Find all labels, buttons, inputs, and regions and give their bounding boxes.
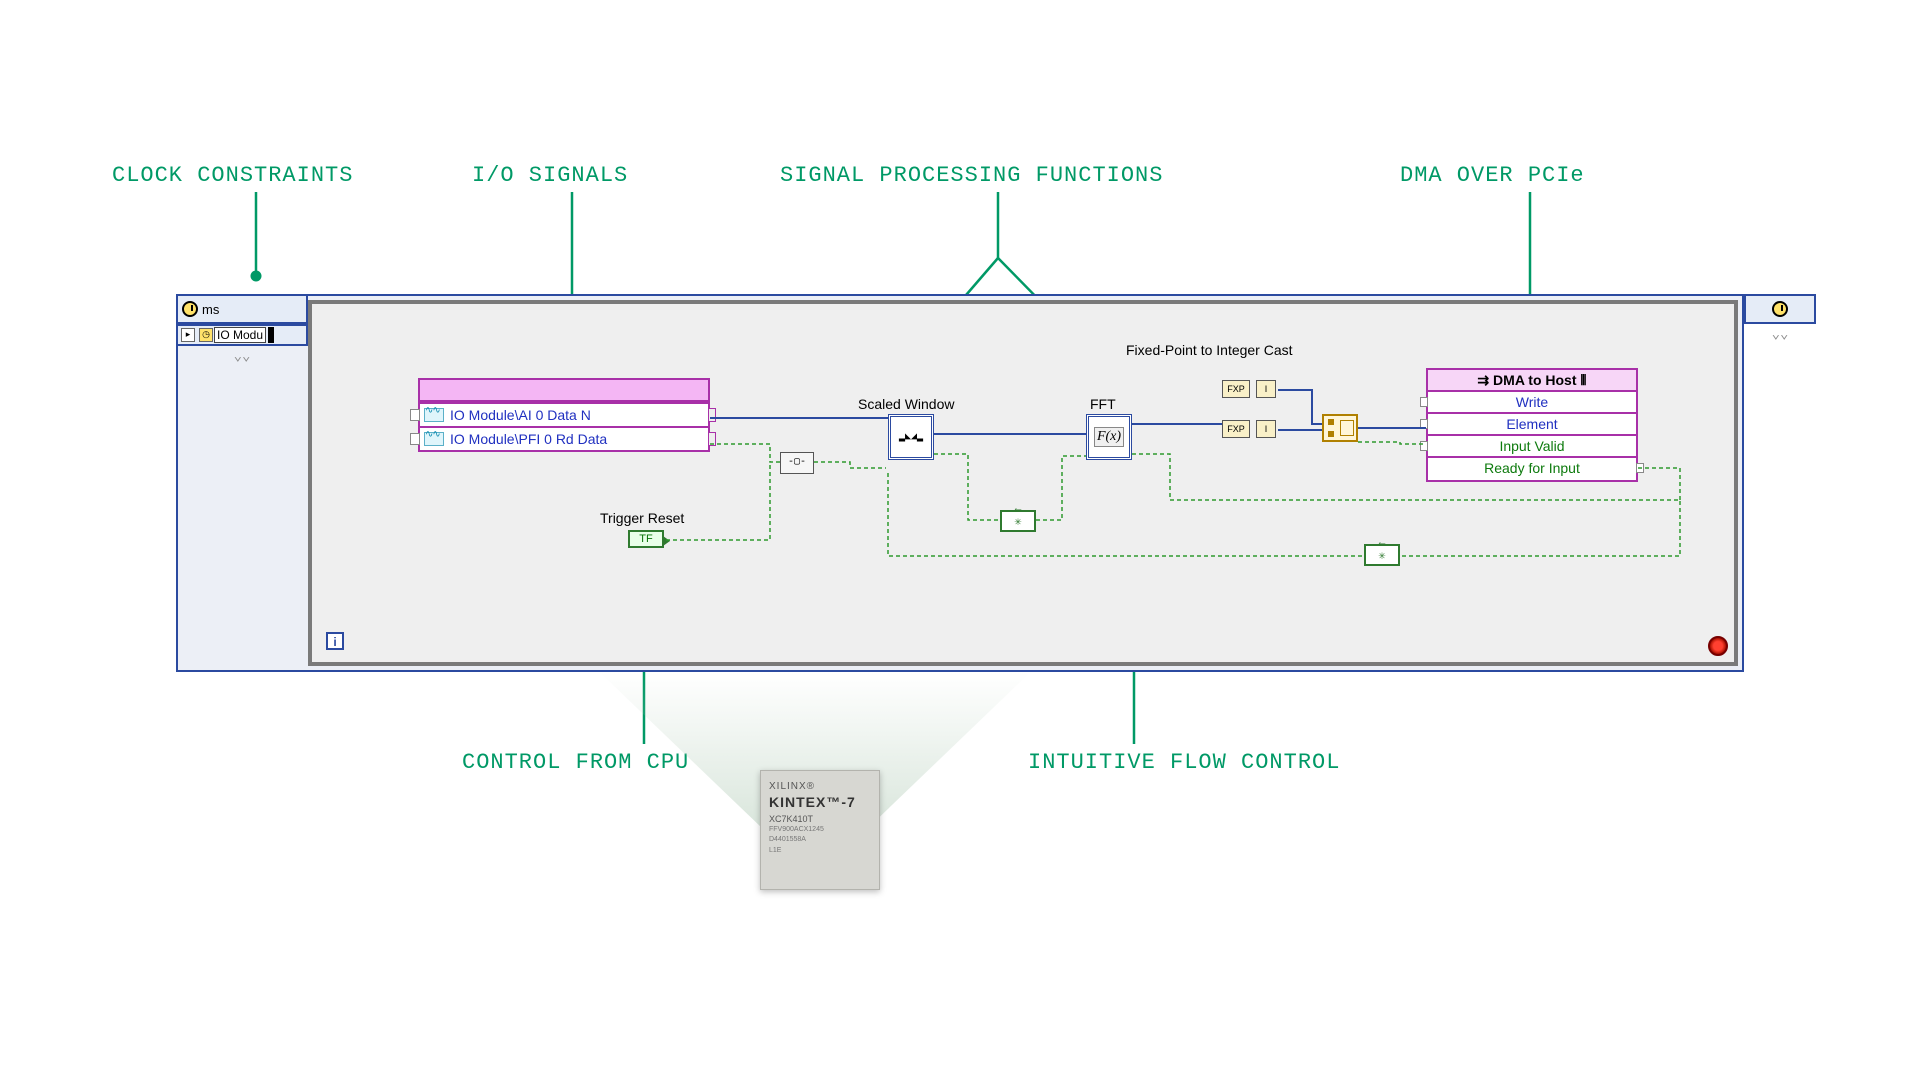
fft-label: FFT xyxy=(1090,396,1116,412)
label-intuitive-flow-control: INTUITIVE FLOW CONTROL xyxy=(1028,750,1340,775)
clock-config-right xyxy=(1744,294,1816,324)
io-row: IO Module\PFI 0 Rd Data xyxy=(420,426,708,450)
chip-code: D4401558A xyxy=(769,836,871,844)
dma-to-host-node: ⇉ DMA to Host ⦀ Write Element Input Vali… xyxy=(1426,368,1638,482)
clock-icon xyxy=(1772,301,1788,317)
io-module-node: IO Module\AI 0 Data N IO Module\PFI 0 Rd… xyxy=(418,378,710,452)
label-signal-processing: SIGNAL PROCESSING FUNCTIONS xyxy=(780,163,1163,188)
dma-row: Element xyxy=(1428,414,1636,436)
dma-header: ⇉ DMA to Host ⦀ xyxy=(1428,370,1636,392)
chevron-down-icon: ⌄⌄ xyxy=(1772,326,1789,343)
label-control-from-cpu: CONTROL FROM CPU xyxy=(462,750,689,775)
label-clock-constraints: CLOCK CONSTRAINTS xyxy=(112,163,353,188)
marker-dot xyxy=(251,271,262,282)
fft-node: F(x) xyxy=(1086,414,1132,460)
feedback-latch-icon: ✳ xyxy=(1000,510,1036,532)
loop-body xyxy=(308,300,1738,666)
clock-icon xyxy=(182,301,198,317)
feedback-latch-icon: ✳ xyxy=(1364,544,1400,566)
chip-family: KINTEX™-7 xyxy=(769,794,871,810)
io-module-source: IO Modu xyxy=(214,327,266,343)
clock-config-left-row2: ▸ ◷ IO Modu xyxy=(176,324,308,346)
chip-brand: XILINX® xyxy=(769,781,871,792)
dma-row: Write xyxy=(1428,392,1636,414)
cast-int-icon: I xyxy=(1256,380,1276,398)
label-dma-over-pcie: DMA OVER PCIe xyxy=(1400,163,1585,188)
cast-int-icon: I xyxy=(1256,420,1276,438)
cast-fxp-icon: FXP xyxy=(1222,380,1250,398)
stop-button-icon xyxy=(1708,636,1728,656)
scaled-window-node: ▂◣◢▂ xyxy=(888,414,934,460)
chip-part: XC7K410T xyxy=(769,814,871,824)
io-row: IO Module\AI 0 Data N xyxy=(420,402,708,426)
fpga-chip: XILINX® KINTEX™-7 XC7K410T FFV900ACX1245… xyxy=(760,770,880,890)
enable-node-icon: -▢- xyxy=(780,452,814,474)
scaled-window-label: Scaled Window xyxy=(858,396,955,412)
build-array-icon xyxy=(1322,414,1358,442)
cast-fxp-icon: FXP xyxy=(1222,420,1250,438)
chevron-down-icon: ⌄⌄ xyxy=(234,348,251,365)
loop-index-icon: i xyxy=(326,632,344,650)
cast-label: Fixed-Point to Integer Cast xyxy=(1126,342,1293,358)
trigger-reset-control: TF xyxy=(628,530,664,548)
trigger-reset-label: Trigger Reset xyxy=(600,510,684,526)
chip-code: L1E xyxy=(769,847,871,855)
clock-config-left: ms xyxy=(176,294,308,324)
dma-row: Input Valid xyxy=(1428,436,1636,458)
dma-row: Ready for Input xyxy=(1428,458,1636,480)
clock-ms-label: ms xyxy=(202,302,219,317)
chip-code: FFV900ACX1245 xyxy=(769,826,871,834)
label-io-signals: I/O SIGNALS xyxy=(472,163,628,188)
